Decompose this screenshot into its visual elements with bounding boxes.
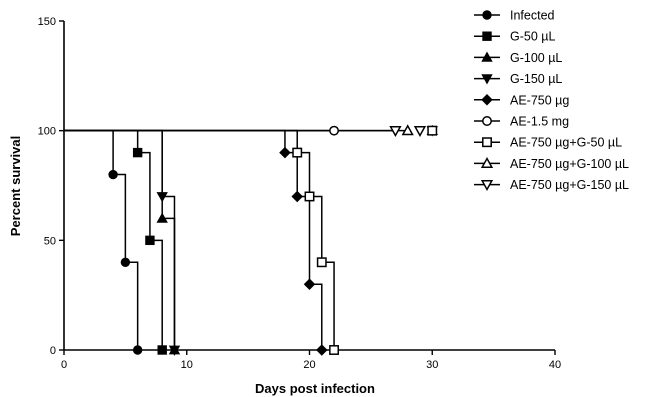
y-tick-label: 100 — [38, 126, 56, 138]
y-axis-title: Percent survival — [8, 136, 23, 236]
legend-marker — [481, 94, 493, 106]
data-point-4 — [303, 278, 316, 290]
data-point-3 — [168, 345, 181, 356]
legend-label: AE-1.5 mg — [510, 115, 569, 129]
censor-mark-7 — [401, 124, 414, 136]
data-point-6 — [292, 147, 303, 158]
data-point-6 — [316, 257, 327, 268]
axes: 0 10 20 30 40 0 50 100 150 — [38, 16, 561, 371]
series-markers — [108, 124, 438, 356]
legend-marker — [480, 157, 494, 169]
data-point-6 — [304, 191, 315, 202]
legend-marker — [482, 31, 492, 41]
legend-label: AE-750 µg+G-100 µL — [510, 157, 629, 171]
data-point-0 — [108, 169, 118, 180]
legend-marker — [482, 10, 492, 20]
data-point-6 — [329, 345, 340, 355]
x-axis-title: Days post infection — [255, 381, 375, 396]
data-point-0 — [132, 345, 143, 355]
legend-label: AE-750 µg+G-150 µL — [510, 178, 629, 192]
data-point-1 — [157, 345, 167, 355]
legend-label: G-150 µL — [510, 72, 562, 86]
censor-mark-extra-4 — [427, 125, 438, 136]
y-tick-label: 0 — [50, 345, 56, 357]
legend: Infected G-50 µL G-100 µL G-150 µL AE-750 µg… — [474, 9, 629, 192]
y-tick-label: 150 — [38, 16, 56, 28]
legend-marker — [481, 51, 493, 62]
legend-label: G-100 µL — [510, 51, 562, 65]
x-tick-label: 10 — [181, 359, 193, 371]
x-tick-label: 40 — [549, 359, 561, 371]
legend-marker — [480, 179, 494, 191]
legend-marker — [481, 74, 493, 85]
data-point-4 — [316, 344, 328, 356]
x-tick-label: 0 — [61, 359, 67, 371]
censor-mark-5 — [329, 125, 339, 136]
legend-marker — [482, 116, 492, 126]
data-point-1 — [145, 235, 155, 246]
censor-mark-8 — [389, 126, 402, 138]
x-tick-label: 30 — [426, 359, 438, 371]
series-line-0 — [64, 129, 139, 350]
data-point-0 — [120, 257, 131, 267]
legend-marker — [482, 137, 492, 148]
legend-label: AE-750 µg — [510, 93, 569, 107]
data-point-4 — [279, 146, 291, 159]
series-lines — [64, 129, 408, 350]
data-point-4 — [291, 190, 303, 203]
legend-label: Infected — [510, 9, 555, 23]
legend-label: AE-750 µg+G-50 µL — [510, 136, 622, 150]
data-point-3 — [156, 192, 168, 203]
data-point-1 — [132, 147, 143, 158]
series-line-6 — [64, 129, 335, 350]
x-tick-label: 20 — [303, 359, 315, 371]
censor-mark-extra-0 — [413, 126, 427, 138]
legend-label: G-50 µL — [510, 30, 555, 44]
y-tick-label: 50 — [44, 235, 56, 247]
series-line-4 — [64, 129, 323, 350]
data-point-2 — [156, 212, 168, 223]
